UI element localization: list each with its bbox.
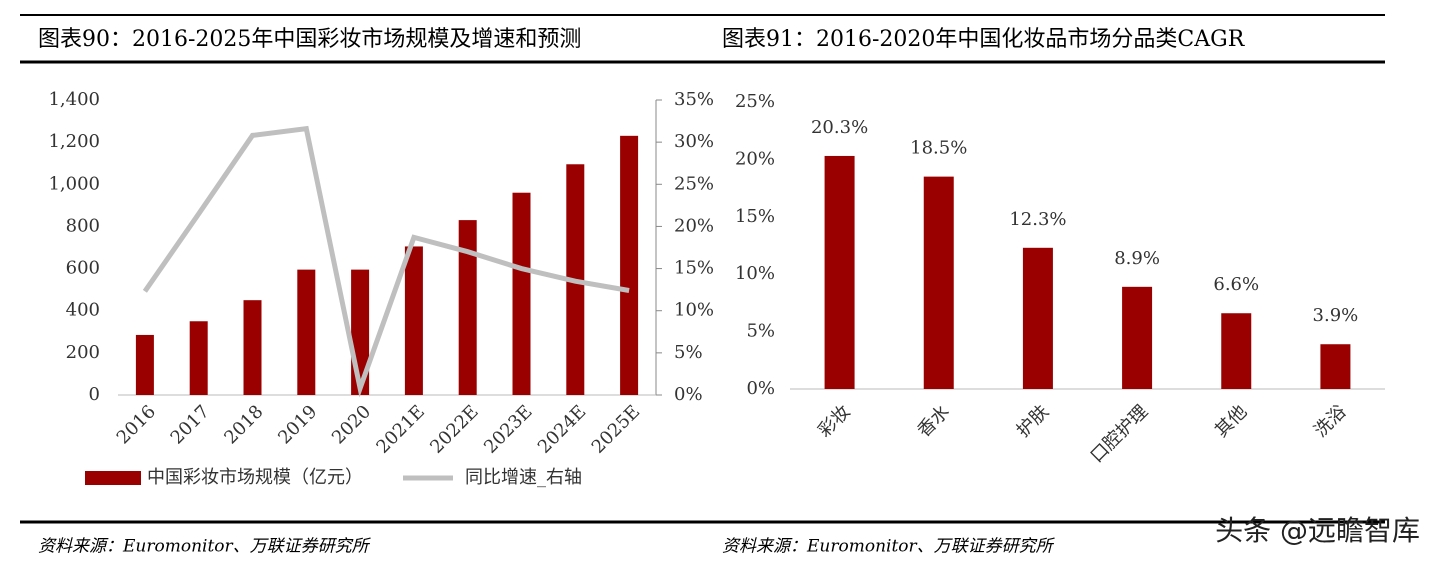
bar xyxy=(243,300,262,395)
chart-title: 图表91：2016-2020年中国化妆品市场分品类CAGR xyxy=(722,27,1246,52)
y-tick-label: 200 xyxy=(66,342,100,363)
x-tick-label: 护肤 xyxy=(1013,401,1053,441)
y2-tick-label: 5% xyxy=(674,342,703,363)
value-label: 8.9% xyxy=(1114,248,1160,269)
source: 资料来源：Euromonitor、万联证券研究所 xyxy=(722,537,1056,557)
bar xyxy=(512,192,531,395)
y-tick-label: 600 xyxy=(66,258,100,279)
y-tick-label: 10% xyxy=(735,263,775,284)
bar xyxy=(824,155,855,389)
bar xyxy=(189,321,208,395)
y2-tick-label: 25% xyxy=(674,173,714,194)
x-tick-label: 2025E xyxy=(588,401,645,458)
y-tick-label: 800 xyxy=(66,215,100,236)
x-tick-label: 2016 xyxy=(113,401,160,448)
y2-tick-label: 30% xyxy=(674,131,714,152)
legend-label: 同比增速_右轴 xyxy=(465,467,582,488)
y-tick-label: 5% xyxy=(746,321,775,342)
x-tick-label: 彩妆 xyxy=(814,401,854,441)
bar xyxy=(135,334,154,395)
y2-tick-label: 20% xyxy=(674,215,714,236)
y2-tick-label: 35% xyxy=(674,89,714,110)
bar xyxy=(923,176,954,389)
x-tick-label: 2024E xyxy=(534,401,591,458)
x-tick-label: 口腔护理 xyxy=(1086,401,1152,467)
x-tick-label: 其他 xyxy=(1211,401,1251,441)
x-tick-label: 洗浴 xyxy=(1310,401,1350,441)
bar xyxy=(1122,286,1153,389)
y-tick-label: 1,000 xyxy=(48,173,100,194)
x-tick-label: 香水 xyxy=(914,401,954,441)
bar xyxy=(620,135,639,396)
value-label: 18.5% xyxy=(910,138,967,159)
line xyxy=(142,125,630,398)
y2-tick-label: 10% xyxy=(674,300,714,321)
y-tick-label: 15% xyxy=(735,206,775,227)
bar xyxy=(297,269,316,395)
x-tick-label: 2022E xyxy=(426,401,483,458)
source: 资料来源：Euromonitor、万联证券研究所 xyxy=(38,537,372,557)
value-label: 6.6% xyxy=(1213,274,1259,295)
x-tick-label: 2023E xyxy=(480,401,537,458)
bar xyxy=(1320,344,1351,389)
legend-label: 中国彩妆市场规模（亿元） xyxy=(147,467,363,488)
value-label: 20.3% xyxy=(811,117,868,138)
x-tick-label: 2021E xyxy=(372,401,429,458)
y-tick-label: 400 xyxy=(66,300,100,321)
y2-tick-label: 0% xyxy=(674,384,703,405)
y-tick-label: 0 xyxy=(89,384,100,405)
y2-tick-label: 15% xyxy=(674,258,714,279)
x-tick-label: 2019 xyxy=(274,401,321,448)
bar xyxy=(1022,247,1053,389)
legend-swatch xyxy=(85,471,141,485)
x-tick-label: 2020 xyxy=(328,401,375,448)
watermark: 头条 @远瞻智库 xyxy=(1215,514,1420,547)
chart-title: 图表90：2016-2025年中国彩妆市场规模及增速和预测 xyxy=(38,27,581,52)
y-tick-label: 1,400 xyxy=(48,89,100,110)
value-label: 12.3% xyxy=(1009,209,1066,230)
y-tick-label: 0% xyxy=(746,378,775,399)
y-tick-label: 1,200 xyxy=(48,131,100,152)
value-label: 3.9% xyxy=(1313,305,1359,326)
bar xyxy=(458,220,477,395)
y-tick-label: 20% xyxy=(735,148,775,169)
bar xyxy=(1221,313,1252,389)
y-tick-label: 25% xyxy=(735,91,775,112)
bar xyxy=(404,246,423,395)
x-tick-label: 2017 xyxy=(167,401,214,448)
x-tick-label: 2018 xyxy=(220,401,267,448)
